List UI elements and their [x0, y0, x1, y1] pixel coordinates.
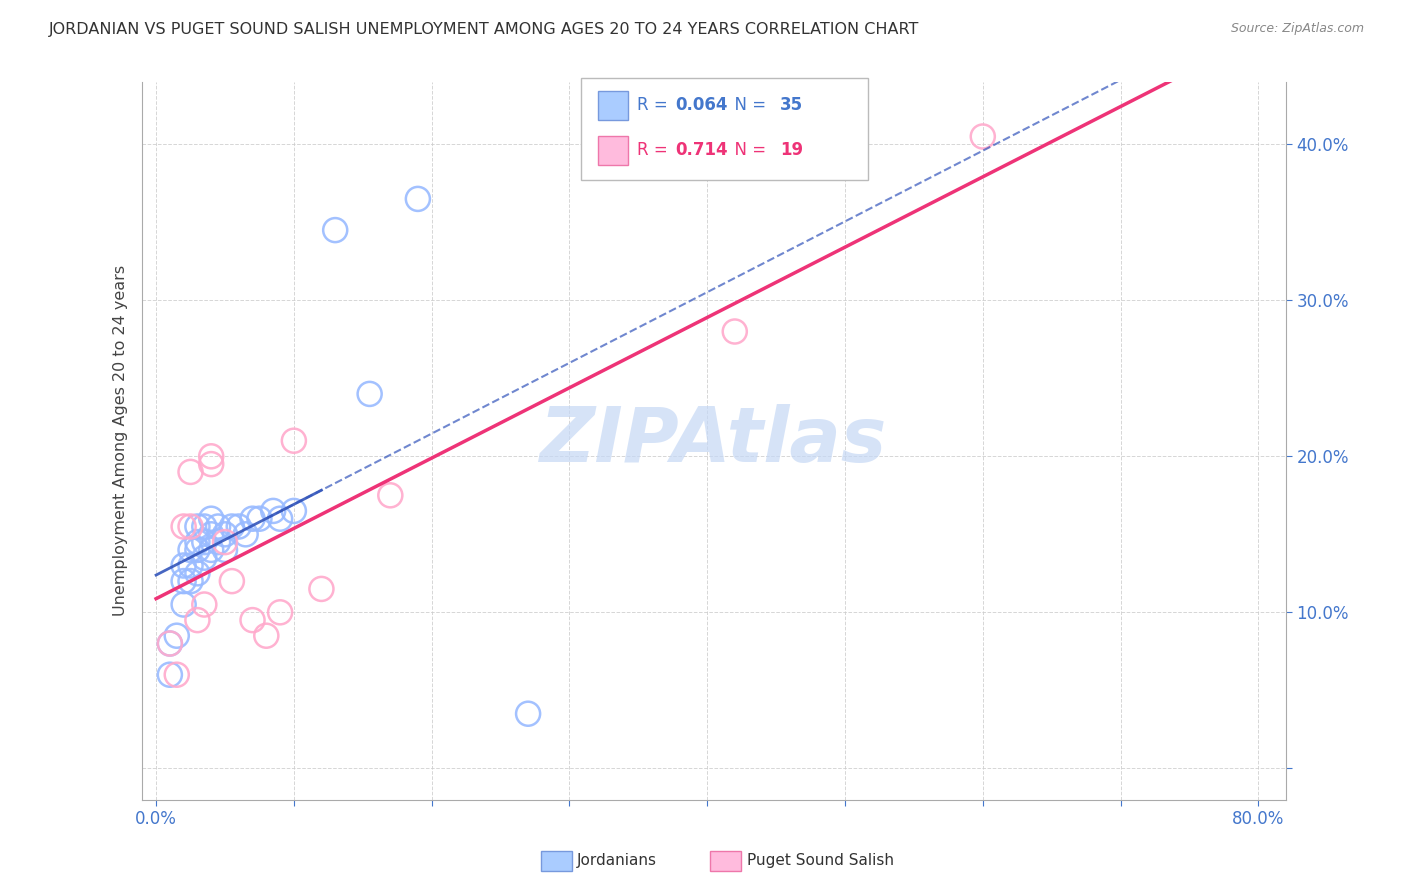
Point — [186, 542, 208, 557]
Point — [214, 535, 236, 549]
Point — [173, 558, 195, 573]
Point — [180, 558, 202, 573]
Text: R =: R = — [637, 96, 673, 114]
Point — [214, 527, 236, 541]
Text: JORDANIAN VS PUGET SOUND SALISH UNEMPLOYMENT AMONG AGES 20 TO 24 YEARS CORRELATI: JORDANIAN VS PUGET SOUND SALISH UNEMPLOY… — [49, 22, 920, 37]
Point — [180, 574, 202, 588]
Point — [166, 667, 188, 681]
Point — [186, 566, 208, 581]
Point — [200, 512, 222, 526]
Text: Puget Sound Salish: Puget Sound Salish — [747, 854, 894, 868]
Text: R =: R = — [637, 141, 673, 159]
Point — [262, 504, 284, 518]
Point — [283, 504, 305, 518]
Point — [249, 512, 271, 526]
Point — [180, 542, 202, 557]
Point — [242, 512, 264, 526]
Point — [228, 519, 250, 533]
Text: 0.714: 0.714 — [675, 141, 727, 159]
Point — [159, 636, 181, 650]
Point — [207, 519, 229, 533]
Point — [283, 434, 305, 448]
Text: N =: N = — [724, 141, 772, 159]
Point — [972, 129, 994, 144]
Point — [186, 519, 208, 533]
Point — [242, 613, 264, 627]
Point — [359, 387, 381, 401]
Point — [173, 598, 195, 612]
Point — [193, 519, 215, 533]
Text: Source: ZipAtlas.com: Source: ZipAtlas.com — [1230, 22, 1364, 36]
Point — [159, 667, 181, 681]
Point — [186, 535, 208, 549]
Point — [200, 457, 222, 471]
Point — [235, 527, 257, 541]
Point — [200, 450, 222, 464]
Point — [323, 223, 346, 237]
Text: 0.064: 0.064 — [675, 96, 727, 114]
Point — [193, 535, 215, 549]
Text: Jordanians: Jordanians — [576, 854, 657, 868]
Point — [380, 488, 402, 502]
Point — [166, 629, 188, 643]
Point — [200, 542, 222, 557]
Point — [221, 574, 243, 588]
Point — [180, 519, 202, 533]
Point — [724, 325, 747, 339]
Text: ZIPAtlas: ZIPAtlas — [540, 404, 887, 478]
Point — [180, 465, 202, 479]
Point — [173, 519, 195, 533]
Point — [173, 574, 195, 588]
Point — [159, 636, 181, 650]
Point — [214, 542, 236, 557]
Point — [193, 598, 215, 612]
Text: N =: N = — [724, 96, 772, 114]
Point — [269, 605, 291, 619]
Point — [200, 527, 222, 541]
Point — [517, 706, 540, 721]
Text: 35: 35 — [780, 96, 803, 114]
Point — [207, 535, 229, 549]
Point — [193, 550, 215, 565]
Text: 19: 19 — [780, 141, 803, 159]
Point — [221, 519, 243, 533]
Point — [269, 512, 291, 526]
Point — [186, 613, 208, 627]
Point — [254, 629, 277, 643]
Y-axis label: Unemployment Among Ages 20 to 24 years: Unemployment Among Ages 20 to 24 years — [114, 265, 128, 616]
Point — [311, 582, 333, 596]
Point — [406, 192, 429, 206]
